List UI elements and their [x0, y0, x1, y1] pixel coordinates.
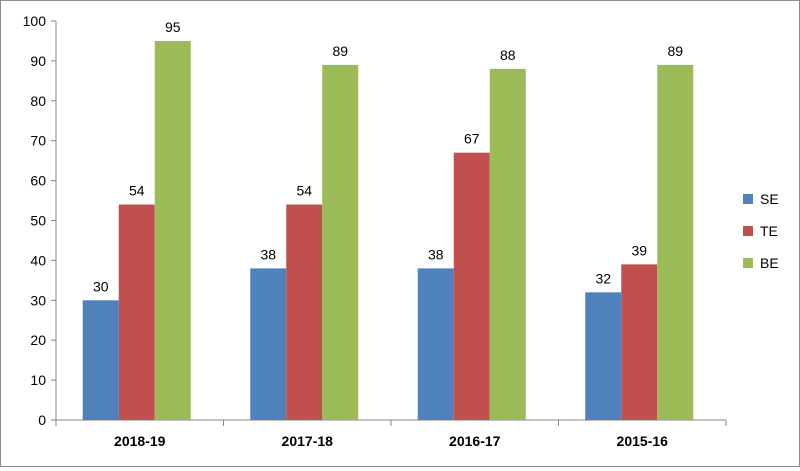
legend-swatch-se [743, 194, 753, 204]
y-tick-label: 60 [30, 173, 46, 189]
data-label: 38 [428, 246, 444, 262]
y-tick-label: 100 [23, 13, 47, 29]
legend-item-te: TE [743, 221, 799, 241]
y-tick-label: 30 [30, 292, 46, 308]
y-tick-label: 90 [30, 53, 46, 69]
data-label: 54 [296, 183, 312, 199]
x-tick-label: 2018-19 [114, 433, 166, 449]
data-label: 32 [595, 270, 611, 286]
axes-layer: 0 10 20 30 40 50 60 70 80 90 100 2018-19 2017-18 2016… [23, 13, 727, 449]
bar-te [286, 204, 323, 420]
y-tick-label: 0 [38, 412, 46, 428]
data-label: 89 [332, 43, 348, 59]
legend-label-be: BE [760, 255, 779, 271]
bar-be [657, 64, 694, 420]
bar-se [417, 268, 454, 420]
legend-label-se: SE [760, 191, 779, 207]
legend-swatch-be [743, 258, 753, 268]
bar-te [621, 264, 658, 420]
y-tick-label: 10 [30, 372, 46, 388]
y-tick-label: 80 [30, 93, 46, 109]
chart-legend: SE TE BE [743, 189, 799, 285]
data-labels-layer: 30 54 95 38 54 89 38 67 88 32 39 89 [93, 19, 683, 294]
y-tick-label: 50 [30, 213, 46, 229]
data-label: 89 [667, 43, 683, 59]
bar-te [118, 204, 155, 420]
x-tick-label: 2015-16 [617, 433, 669, 449]
bar-be [489, 68, 526, 420]
data-label: 30 [93, 278, 109, 294]
y-tick-label: 40 [30, 252, 46, 268]
bar-be [322, 64, 359, 420]
x-tick-label: 2017-18 [282, 433, 334, 449]
bar-be [154, 40, 191, 420]
legend-swatch-te [743, 226, 753, 236]
bar-te [453, 152, 490, 421]
legend-item-se: SE [743, 189, 799, 209]
legend-label-te: TE [760, 223, 778, 239]
bar-se [585, 292, 622, 420]
y-tick-label: 20 [30, 332, 46, 348]
data-label: 67 [464, 131, 480, 147]
data-label: 88 [500, 47, 516, 63]
bars-layer [82, 40, 694, 421]
data-label: 38 [260, 246, 276, 262]
y-tick-label: 70 [30, 133, 46, 149]
x-tick-label: 2016-17 [449, 433, 501, 449]
data-label: 54 [129, 183, 145, 199]
data-label: 95 [165, 19, 181, 35]
legend-item-be: BE [743, 253, 799, 273]
data-label: 39 [631, 242, 647, 258]
bar-se [250, 268, 287, 420]
bar-se [82, 300, 119, 420]
